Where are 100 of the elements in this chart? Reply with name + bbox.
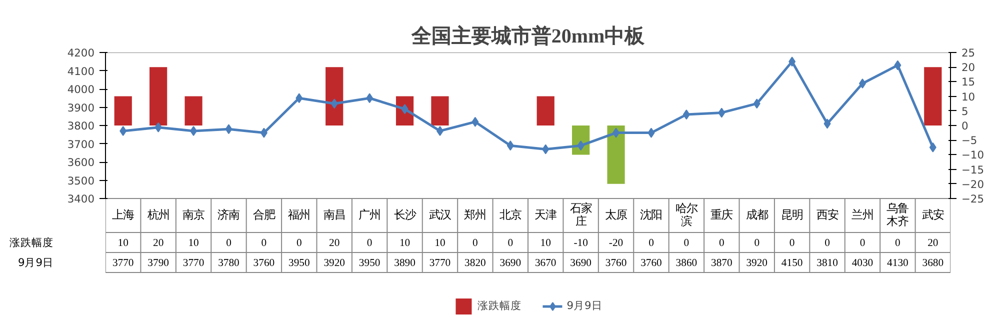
data-label: 0 — [718, 238, 724, 249]
y-tick-label: 3400 — [67, 192, 95, 206]
x-tick-label: 哈尔滨 — [675, 202, 698, 228]
data-label: 3920 — [746, 258, 768, 269]
data-label: 3760 — [253, 258, 275, 269]
data-label: 3680 — [922, 258, 944, 269]
bar — [326, 67, 344, 126]
point — [225, 124, 232, 134]
x-tick-label: 武安 — [922, 208, 944, 222]
x-tick-label: 乌鲁木齐 — [886, 202, 909, 228]
y-tick-label: 3700 — [67, 138, 95, 151]
point — [648, 128, 655, 138]
point — [296, 93, 303, 104]
data-label: 0 — [296, 238, 302, 249]
point — [753, 98, 760, 109]
data-label: 10 — [118, 238, 128, 249]
point — [894, 60, 902, 70]
bar — [924, 67, 942, 126]
data-label: -20 — [608, 238, 624, 249]
data-label: 3890 — [394, 258, 416, 269]
data-label: 3950 — [288, 258, 310, 269]
data-label: 3780 — [218, 258, 240, 269]
y2-tick-label: −5 — [962, 134, 978, 148]
point — [929, 142, 936, 152]
y-tick-label: 4000 — [67, 83, 95, 96]
point — [190, 126, 198, 136]
data-label: 0 — [648, 238, 654, 249]
data-label: 0 — [508, 238, 514, 249]
y2-tick-label: 20 — [962, 61, 976, 74]
data-label: 3690 — [570, 258, 592, 269]
data-label: 3860 — [676, 258, 698, 269]
data-label: 4030 — [852, 258, 874, 269]
y2-tick-label: 15 — [962, 76, 976, 89]
data-label: 0 — [684, 238, 690, 249]
data-label: 10 — [540, 238, 551, 249]
bar — [184, 96, 202, 126]
data-label: 20 — [928, 238, 938, 249]
data-label: 3810 — [816, 258, 838, 269]
point — [858, 78, 866, 89]
point — [506, 140, 514, 151]
point — [577, 140, 584, 151]
y2-tick-label: 0 — [962, 120, 968, 132]
bar — [607, 126, 625, 184]
data-label: 10 — [188, 238, 199, 249]
legend-label: 9月9日 — [566, 299, 602, 313]
data-label: 3760 — [640, 258, 662, 269]
data-label: 0 — [860, 238, 866, 249]
data-label: 3920 — [324, 258, 346, 269]
data-label: 0 — [754, 238, 760, 249]
data-label: 0 — [366, 238, 372, 249]
x-tick-label: 兰州 — [851, 208, 874, 222]
x-tick-label: 杭州 — [146, 208, 170, 222]
point — [366, 93, 374, 104]
data-label: 3770 — [429, 258, 451, 269]
data-label: 4130 — [887, 258, 908, 269]
point — [542, 144, 550, 154]
data-label: 3770 — [112, 258, 134, 269]
data-label: 20 — [329, 238, 340, 249]
x-tick-label: 成都 — [746, 208, 768, 222]
data-label: -10 — [574, 238, 588, 249]
x-tick-label: 西安 — [816, 208, 838, 222]
data-label: 10 — [399, 238, 410, 249]
text: 涨跌幅度 — [10, 236, 54, 249]
y2-tick-label: 25 — [962, 46, 976, 60]
data-label: 3690 — [500, 258, 522, 269]
data-label: 3790 — [148, 258, 169, 269]
x-tick-label: 太原 — [605, 208, 628, 222]
point — [472, 116, 479, 127]
y-tick-label: 4200 — [67, 46, 95, 60]
bar — [114, 96, 132, 126]
data-label: 0 — [261, 238, 267, 249]
bar — [536, 96, 554, 126]
bar — [431, 96, 449, 126]
data-label: 3870 — [710, 258, 732, 269]
x-tick-label: 沈阳 — [640, 208, 662, 222]
data-label: 3770 — [182, 258, 204, 269]
data-label: 3820 — [464, 258, 486, 269]
x-tick-label: 北京 — [499, 208, 522, 222]
point — [788, 56, 796, 67]
x-tick-label: 长沙 — [394, 208, 416, 222]
x-tick-label: 福州 — [288, 208, 310, 222]
x-tick-label: 重庆 — [710, 208, 733, 222]
text: 9月9日 — [18, 256, 54, 269]
data-label: 0 — [895, 238, 900, 249]
x-tick-label: 石家庄 — [570, 202, 592, 228]
data-label: 4150 — [781, 258, 803, 269]
y-tick-label: 4100 — [67, 64, 95, 78]
point — [718, 108, 726, 118]
point — [154, 122, 162, 132]
y2-tick-label: 5 — [962, 104, 968, 118]
data-label: 0 — [789, 238, 795, 249]
point — [330, 98, 338, 109]
x-tick-label: 昆明 — [781, 210, 804, 222]
chart-title: 全国主要城市普20mm中板 — [410, 24, 646, 48]
data-label: 0 — [824, 238, 830, 249]
data-label: 3950 — [358, 258, 380, 269]
data-label: 3670 — [534, 258, 556, 269]
y2-tick-label: −10 — [962, 148, 984, 162]
x-tick-label: 济南 — [218, 208, 240, 222]
data-label: 20 — [152, 238, 164, 249]
